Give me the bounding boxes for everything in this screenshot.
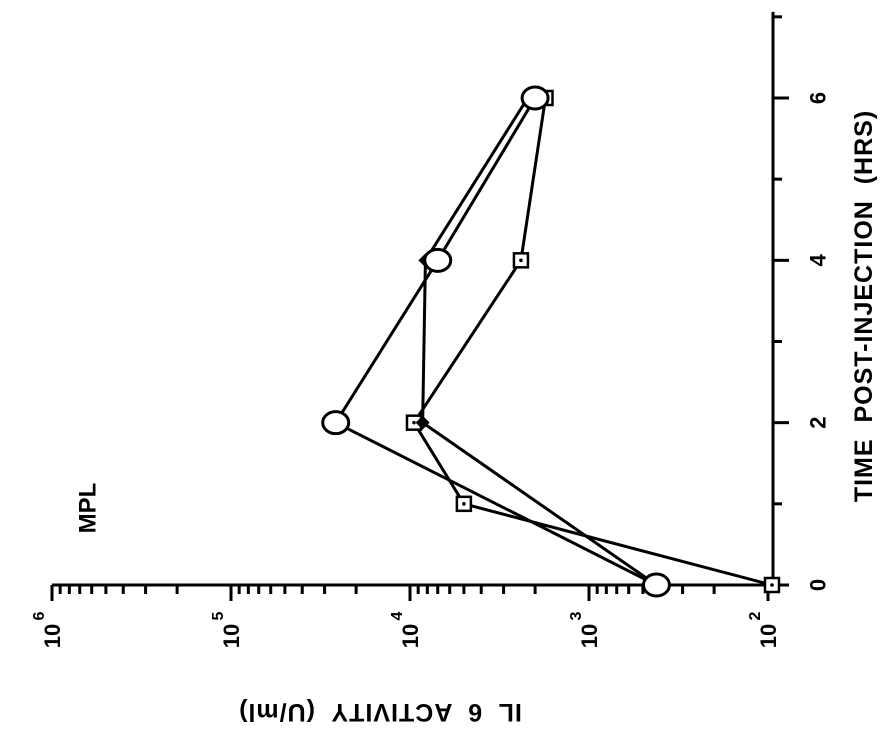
y-tick-base: 10 [40, 624, 65, 648]
series-square-dot [405, 89, 781, 594]
data-point-dot [412, 420, 416, 425]
data-point [520, 85, 550, 111]
data-point-dot [519, 258, 523, 263]
series-line [421, 97, 658, 587]
y-tick-exponent: 3 [568, 611, 585, 620]
labels: MPL TIME POST-INJECTION (HRS) IL 6 ACTIV… [75, 110, 879, 726]
data-point [641, 572, 671, 598]
x-tick-label: 4 [806, 253, 831, 266]
y-axis-title: IL 6 ACTIVITY (U/ml) [238, 698, 522, 726]
y-tick-base: 10 [219, 624, 244, 648]
x-tick-label: 0 [806, 579, 831, 591]
annotation-mpl: MPL [75, 483, 102, 534]
series-open-circle [321, 85, 671, 598]
series-layer [321, 85, 781, 598]
y-tick-label: 105 [210, 611, 244, 648]
x-tick-label: 2 [806, 417, 831, 429]
data-point-dot [462, 502, 466, 506]
y-tick-base: 10 [577, 624, 602, 648]
data-point [415, 415, 430, 430]
series-line [334, 97, 658, 587]
y-tick-exponent: 5 [210, 611, 227, 620]
series-filled-diamond [415, 91, 664, 592]
y-tick-base: 10 [398, 624, 423, 648]
y-tick-base: 10 [756, 624, 781, 648]
data-point-dot [770, 583, 774, 587]
y-tick-exponent: 6 [31, 611, 48, 620]
y-tick-label: 104 [389, 611, 423, 648]
y-tick-label: 106 [31, 611, 65, 648]
data-point [321, 410, 351, 436]
y-tick-label: 103 [568, 611, 602, 648]
y-tick-exponent: 4 [389, 611, 406, 620]
y-tick-label: 102 [747, 611, 781, 648]
data-point [423, 247, 453, 273]
x-axis-title: TIME POST-INJECTION (HRS) [850, 110, 878, 502]
y-tick-exponent: 2 [747, 611, 764, 620]
x-tick-label: 6 [806, 92, 831, 104]
